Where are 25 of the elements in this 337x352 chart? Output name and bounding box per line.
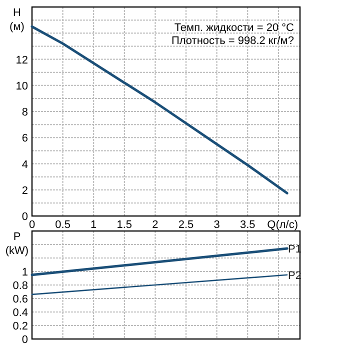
- y-tick-label: 0: [22, 211, 28, 223]
- x-tick-label: 1: [90, 219, 97, 231]
- x-tick-label: 2.5: [178, 219, 194, 231]
- y-tick-label: 12: [16, 54, 28, 66]
- y-tick-label: 0.8: [12, 280, 28, 292]
- y-tick-label: 0.2: [12, 320, 28, 332]
- x-tick-label: 3: [214, 219, 220, 231]
- x-tick-label: 1.5: [116, 219, 132, 231]
- y-tick-label: 6: [22, 132, 28, 145]
- y-tick-label: 1: [22, 266, 28, 278]
- y-axis-title: H (м): [10, 7, 24, 33]
- y-tick-label: 0: [22, 334, 28, 346]
- x-tick-label: 0.5: [55, 219, 70, 231]
- y-axis-title: P (kW): [5, 231, 29, 257]
- y-tick-label: 4: [22, 158, 28, 171]
- y-tick-label: 2: [22, 184, 28, 197]
- annotation: Темп. жидкости = 20 °C: [174, 22, 294, 34]
- x-tick-label: 2: [152, 219, 158, 231]
- y-tick-label: 0.6: [12, 294, 28, 306]
- y-tick-label: 8: [22, 106, 28, 118]
- x-tick-label: 3.5: [240, 219, 256, 231]
- x-axis-title: Q(л/с): [267, 219, 298, 231]
- y-tick-label: 10: [16, 80, 28, 92]
- y-tick-label: 0.4: [12, 307, 28, 319]
- annotation: Плотность = 998.2 кг/м?: [171, 35, 294, 47]
